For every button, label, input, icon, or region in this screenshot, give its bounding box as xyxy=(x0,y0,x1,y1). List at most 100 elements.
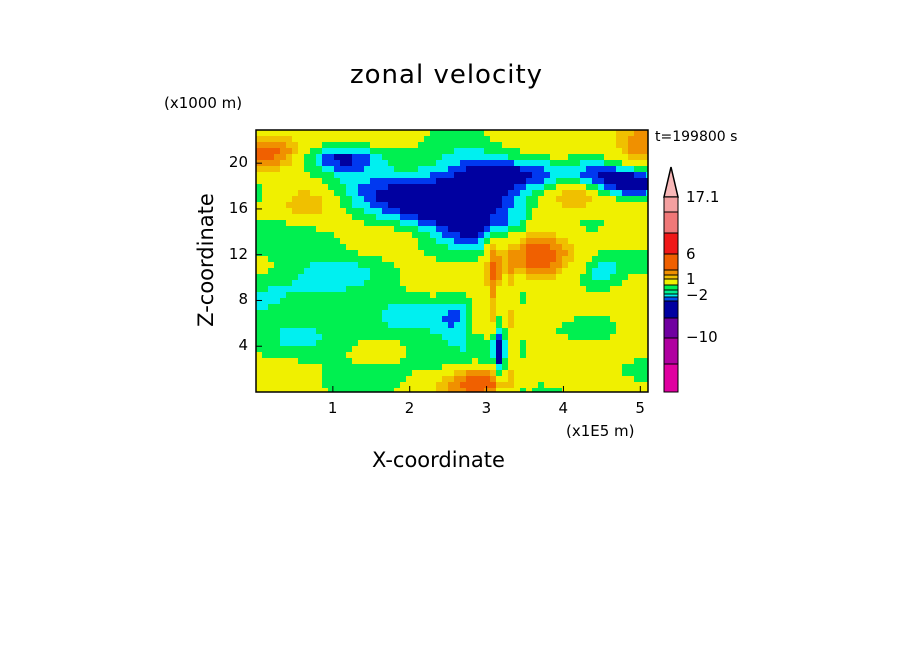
contour-cell xyxy=(538,160,545,167)
contour-cell xyxy=(460,226,467,233)
contour-cell xyxy=(418,250,425,257)
contour-cell xyxy=(286,166,293,173)
contour-cell xyxy=(358,136,365,143)
contour-cell xyxy=(280,370,287,377)
contour-cell xyxy=(352,130,359,137)
contour-cell xyxy=(556,130,563,137)
contour-cell xyxy=(382,286,389,293)
contour-cell xyxy=(586,214,593,221)
contour-cell xyxy=(442,172,449,179)
contour-cell xyxy=(430,214,437,221)
contour-cell xyxy=(628,154,635,161)
contour-cell xyxy=(634,238,641,245)
contour-cell xyxy=(544,316,551,323)
contour-cell xyxy=(292,154,299,161)
contour-cell xyxy=(286,358,293,365)
contour-cell xyxy=(574,148,581,155)
contour-cell xyxy=(298,268,305,275)
contour-cell xyxy=(478,202,485,209)
contour-cell xyxy=(334,328,341,335)
contour-cell xyxy=(634,178,641,185)
contour-cell xyxy=(316,142,323,149)
contour-cell xyxy=(490,142,497,149)
contour-cell xyxy=(304,310,311,317)
contour-cell xyxy=(274,226,281,233)
contour-cell xyxy=(472,262,479,269)
contour-cell xyxy=(580,382,587,389)
contour-cell xyxy=(322,268,329,275)
contour-cell xyxy=(472,310,479,317)
contour-cell xyxy=(490,172,497,179)
contour-cell xyxy=(484,340,491,347)
contour-cell xyxy=(418,364,425,371)
contour-cell xyxy=(376,298,383,305)
contour-cell xyxy=(526,136,533,143)
contour-cell xyxy=(622,256,629,263)
contour-cell xyxy=(274,250,281,257)
contour-cell xyxy=(562,148,569,155)
colorbar-max-arrow xyxy=(663,166,679,198)
contour-cell xyxy=(526,226,533,233)
contour-cell xyxy=(322,148,329,155)
contour-cell xyxy=(394,172,401,179)
contour-cell xyxy=(412,172,419,179)
contour-cell xyxy=(556,304,563,311)
contour-cell xyxy=(328,322,335,329)
contour-cell xyxy=(532,268,539,275)
y-tick-label: 20 xyxy=(228,153,248,172)
contour-cell xyxy=(310,292,317,299)
contour-cell xyxy=(514,154,521,161)
contour-cell xyxy=(298,184,305,191)
contour-cell xyxy=(472,184,479,191)
contour-cell xyxy=(496,160,503,167)
contour-cell xyxy=(502,232,509,239)
contour-cell xyxy=(616,370,623,377)
contour-cell xyxy=(322,364,329,371)
contour-cell xyxy=(544,208,551,215)
contour-cell xyxy=(322,304,329,311)
contour-cell xyxy=(268,172,275,179)
contour-cell xyxy=(340,370,347,377)
contour-cell xyxy=(262,172,269,179)
contour-cell xyxy=(310,376,317,383)
contour-cell xyxy=(316,268,323,275)
contour-cell xyxy=(604,358,611,365)
contour-cell xyxy=(292,160,299,167)
contour-cell xyxy=(538,358,545,365)
contour-cell xyxy=(382,256,389,263)
contour-cell xyxy=(376,280,383,287)
contour-cell xyxy=(364,202,371,209)
contour-cell xyxy=(358,190,365,197)
contour-cell xyxy=(634,328,641,335)
contour-cell xyxy=(544,190,551,197)
contour-cell xyxy=(634,142,641,149)
contour-cell xyxy=(268,346,275,353)
contour-cell xyxy=(460,220,467,227)
contour-cell xyxy=(538,382,545,389)
contour-cell xyxy=(562,196,569,203)
contour-cell xyxy=(478,238,485,245)
contour-cell xyxy=(586,298,593,305)
contour-cell xyxy=(436,274,443,281)
contour-cell xyxy=(502,358,509,365)
contour-cell xyxy=(484,202,491,209)
contour-cell xyxy=(340,358,347,365)
contour-cell xyxy=(424,178,431,185)
contour-cell xyxy=(592,268,599,275)
contour-cell xyxy=(640,292,647,299)
contour-cell xyxy=(496,310,503,317)
contour-cell xyxy=(580,130,587,137)
contour-cell xyxy=(508,184,515,191)
contour-cell xyxy=(466,220,473,227)
contour-cell xyxy=(448,286,455,293)
contour-cell xyxy=(478,232,485,239)
contour-cell xyxy=(568,262,575,269)
contour-cell xyxy=(466,298,473,305)
contour-cell xyxy=(382,232,389,239)
contour-cell xyxy=(478,160,485,167)
contour-cell xyxy=(454,268,461,275)
contour-cell xyxy=(388,364,395,371)
contour-cell xyxy=(346,328,353,335)
contour-cell xyxy=(448,244,455,251)
contour-cell xyxy=(388,232,395,239)
